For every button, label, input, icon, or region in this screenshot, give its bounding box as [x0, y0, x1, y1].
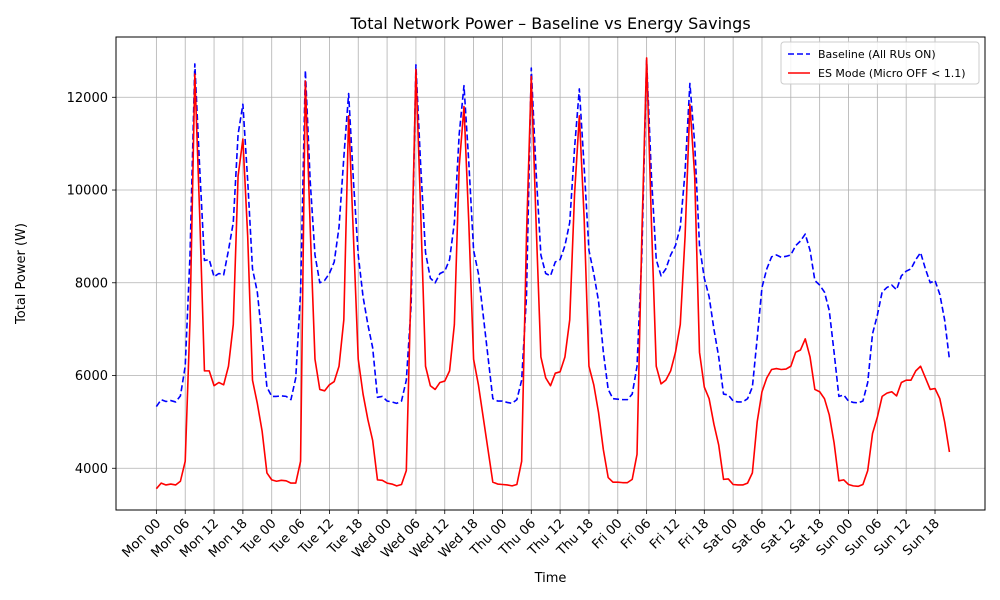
y-axis-ticks: 4000 6000 8000 10000 12000	[67, 91, 116, 477]
x-tick-label: Fri 12	[647, 516, 683, 552]
y-tick-label: 10000	[67, 184, 108, 199]
grid-lines	[116, 37, 985, 510]
plot-frame	[115, 36, 986, 511]
x-axis-label: Time	[534, 571, 567, 586]
y-tick-label: 8000	[75, 276, 108, 291]
y-axis-label: Total Power (W)	[14, 223, 29, 325]
series-line-es-mode	[155, 57, 951, 490]
legend-label-es-mode: ES Mode (Micro OFF < 1.1)	[818, 67, 966, 80]
chart-title: Total Network Power – Baseline vs Energy…	[349, 14, 750, 33]
series-lines	[155, 57, 951, 490]
x-tick-label: Fri 00	[589, 516, 625, 552]
legend-label-baseline: Baseline (All RUs ON)	[818, 48, 936, 61]
series-line-baseline	[155, 59, 951, 408]
y-tick-label: 12000	[67, 91, 108, 106]
legend: Baseline (All RUs ON) ES Mode (Micro OFF…	[780, 41, 980, 85]
y-tick-label: 6000	[75, 369, 108, 384]
x-tick-label: Fri 06	[618, 516, 654, 552]
legend-box	[780, 41, 980, 85]
y-tick-label: 4000	[75, 462, 108, 477]
